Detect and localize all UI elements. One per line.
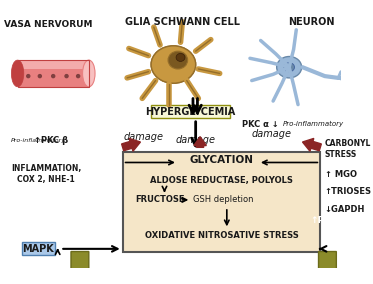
Text: damage: damage bbox=[176, 135, 216, 145]
Text: PKC α ↓: PKC α ↓ bbox=[242, 120, 279, 129]
Text: FRUCTOSE: FRUCTOSE bbox=[135, 195, 185, 204]
Text: OXIDATIVE NITROSATIVE STRESS: OXIDATIVE NITROSATIVE STRESS bbox=[145, 231, 298, 240]
Circle shape bbox=[64, 74, 69, 78]
FancyArrow shape bbox=[314, 252, 341, 284]
Ellipse shape bbox=[176, 53, 185, 61]
Text: OXIDATIVE
STRESS: OXIDATIVE STRESS bbox=[55, 193, 105, 212]
Text: GLYCATION: GLYCATION bbox=[189, 155, 254, 165]
Bar bbox=[18, 60, 89, 87]
Bar bbox=[18, 60, 89, 69]
Ellipse shape bbox=[151, 46, 196, 83]
Text: ALDOSE REDUCTASE, POLYOLS: ALDOSE REDUCTASE, POLYOLS bbox=[150, 176, 293, 185]
FancyArrow shape bbox=[122, 138, 141, 151]
Text: ↑PARP: ↑PARP bbox=[311, 216, 344, 225]
Ellipse shape bbox=[151, 46, 196, 83]
Text: GLIA SCHWANN CELL: GLIA SCHWANN CELL bbox=[125, 17, 240, 27]
Ellipse shape bbox=[284, 63, 295, 72]
Bar bbox=[18, 60, 89, 87]
Ellipse shape bbox=[168, 51, 188, 69]
Text: ↑PKC β: ↑PKC β bbox=[34, 136, 68, 145]
Text: GSH depletion: GSH depletion bbox=[193, 195, 254, 204]
Ellipse shape bbox=[82, 60, 95, 87]
Text: ↑ MGO: ↑ MGO bbox=[325, 170, 357, 179]
Text: HYPERGLYCEMIA: HYPERGLYCEMIA bbox=[145, 107, 235, 117]
Text: VASA NERVORUM: VASA NERVORUM bbox=[4, 20, 93, 29]
Text: INFLAMMATION,
COX 2, NHE-1: INFLAMMATION, COX 2, NHE-1 bbox=[11, 164, 81, 184]
Text: ↓GAPDH: ↓GAPDH bbox=[325, 205, 365, 214]
FancyArrow shape bbox=[66, 252, 93, 284]
Text: CARBONYL
STRESS: CARBONYL STRESS bbox=[325, 139, 371, 159]
Text: MAPK: MAPK bbox=[22, 244, 54, 254]
FancyBboxPatch shape bbox=[22, 242, 54, 255]
FancyArrow shape bbox=[303, 138, 321, 151]
Bar bbox=[123, 152, 320, 252]
Text: Pro-inflammatory: Pro-inflammatory bbox=[283, 121, 344, 127]
Circle shape bbox=[38, 74, 42, 78]
Circle shape bbox=[51, 74, 56, 78]
Text: NEURON: NEURON bbox=[288, 17, 335, 27]
Circle shape bbox=[26, 74, 31, 78]
Text: ↑TRIOSES: ↑TRIOSES bbox=[325, 187, 372, 196]
Ellipse shape bbox=[11, 60, 24, 87]
Ellipse shape bbox=[277, 57, 302, 78]
Text: damage: damage bbox=[124, 132, 164, 142]
Text: Pro-inflammatory: Pro-inflammatory bbox=[10, 138, 65, 143]
Text: damage: damage bbox=[251, 129, 291, 139]
Circle shape bbox=[76, 74, 80, 78]
FancyBboxPatch shape bbox=[151, 105, 230, 118]
FancyArrow shape bbox=[194, 137, 206, 147]
